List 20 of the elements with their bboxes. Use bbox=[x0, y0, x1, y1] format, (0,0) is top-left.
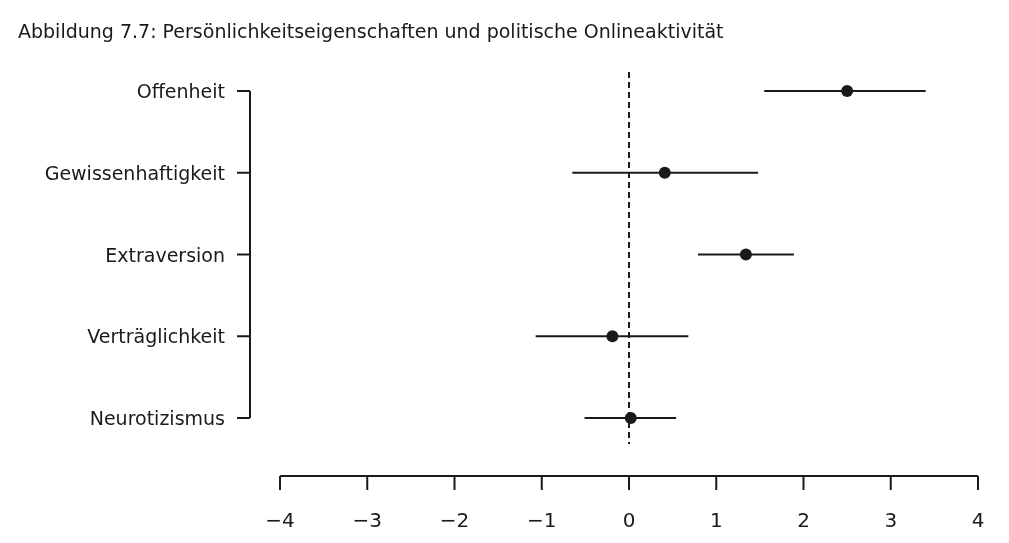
x-tick-label: −4 bbox=[265, 508, 295, 532]
y-tick-label: Gewissenhaftigkeit bbox=[44, 161, 225, 184]
point bbox=[658, 166, 671, 179]
x-tick-label: 0 bbox=[622, 508, 636, 532]
x-tick-label: 2 bbox=[797, 508, 810, 532]
point bbox=[624, 412, 637, 424]
point bbox=[841, 85, 854, 97]
y-tick-label: Extraversion bbox=[105, 243, 225, 266]
x-tick-label: −1 bbox=[527, 508, 557, 532]
point bbox=[739, 248, 752, 261]
chart-title: Abbildung 7.7: Persönlichkeitseigenschaften und politische Onlineaktivität bbox=[18, 20, 724, 42]
y-tick-label: Offenheit bbox=[136, 80, 225, 102]
y-tick-label: Verträglichkeit bbox=[87, 325, 225, 348]
x-tick-label: −3 bbox=[352, 508, 382, 532]
x-tick-label: −2 bbox=[439, 508, 470, 532]
y-tick-label: Neurotizismus bbox=[89, 407, 225, 429]
point bbox=[606, 330, 619, 343]
x-tick-label: 4 bbox=[971, 508, 985, 532]
x-tick-label: 1 bbox=[709, 508, 723, 532]
x-tick-label: 3 bbox=[884, 508, 898, 532]
